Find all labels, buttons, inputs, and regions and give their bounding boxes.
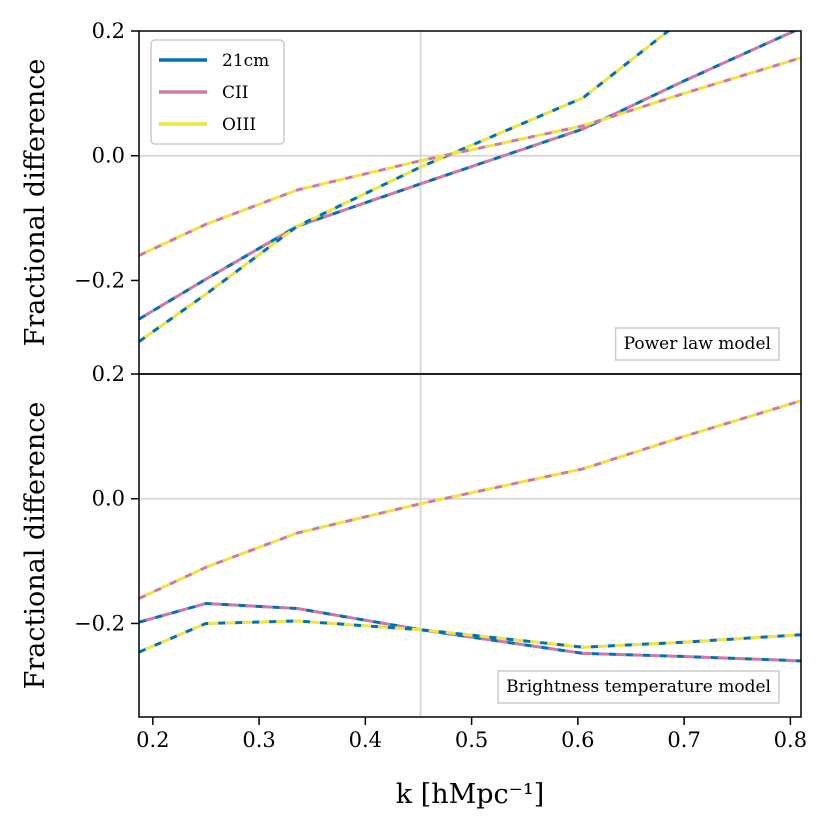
power-law-panel: −0.2 0.0 0.2 Fractional difference Power law… bbox=[20, 19, 802, 375]
annotation-text: Brightness temperature model bbox=[506, 677, 771, 697]
annotation-text: Power law model bbox=[624, 334, 771, 354]
series-line-1-b bbox=[139, 31, 671, 343]
x-tick-label: 0.6 bbox=[561, 728, 594, 752]
series-line-0-a bbox=[139, 602, 801, 663]
legend: 21cm CII OIII bbox=[150, 39, 285, 145]
model-annotation: Brightness temperature model bbox=[497, 670, 780, 704]
y-tick-label: 0.0 bbox=[92, 487, 125, 511]
annotation-box bbox=[614, 327, 780, 361]
y-axis-title: Fractional difference bbox=[20, 402, 51, 690]
y-tick-label: 0.0 bbox=[92, 144, 125, 168]
series-line-0-b bbox=[139, 602, 801, 663]
panel-frame bbox=[138, 373, 802, 718]
y-tick-label: −0.2 bbox=[74, 611, 125, 635]
x-tick-label: 0.5 bbox=[455, 728, 488, 752]
x-axis-title: k [hMpc⁻¹] bbox=[396, 779, 545, 810]
model-annotation: Power law model bbox=[614, 327, 780, 361]
x-tick-label: 0.3 bbox=[242, 728, 275, 752]
y-tick-label: −0.2 bbox=[74, 268, 125, 292]
x-axis: 0.2 0.3 0.4 0.5 0.6 0.7 0.8 k [hMpc⁻¹] bbox=[136, 717, 807, 810]
series-line-1-b bbox=[139, 619, 801, 654]
series-line-2-b bbox=[139, 56, 801, 257]
x-tick-label: 0.4 bbox=[349, 728, 382, 752]
series-line-0-b bbox=[139, 31, 798, 321]
x-tick-label: 0.7 bbox=[667, 728, 700, 752]
legend-box bbox=[150, 39, 285, 145]
y-axis-title: Fractional difference bbox=[20, 59, 51, 347]
y-tick-label: 0.2 bbox=[92, 362, 125, 386]
series-line-2-b bbox=[139, 399, 801, 600]
x-tick-label: 0.2 bbox=[136, 728, 169, 752]
legend-label: OIII bbox=[222, 115, 256, 135]
y-tick-label: 0.2 bbox=[92, 19, 125, 43]
x-tick-label: 0.8 bbox=[774, 728, 807, 752]
legend-label: CII bbox=[222, 83, 248, 103]
brightness-temperature-panel: −0.2 0.0 0.2 Fractional difference Brightnes… bbox=[20, 362, 802, 718]
legend-label: 21cm bbox=[222, 51, 269, 71]
annotation-box bbox=[497, 670, 780, 704]
